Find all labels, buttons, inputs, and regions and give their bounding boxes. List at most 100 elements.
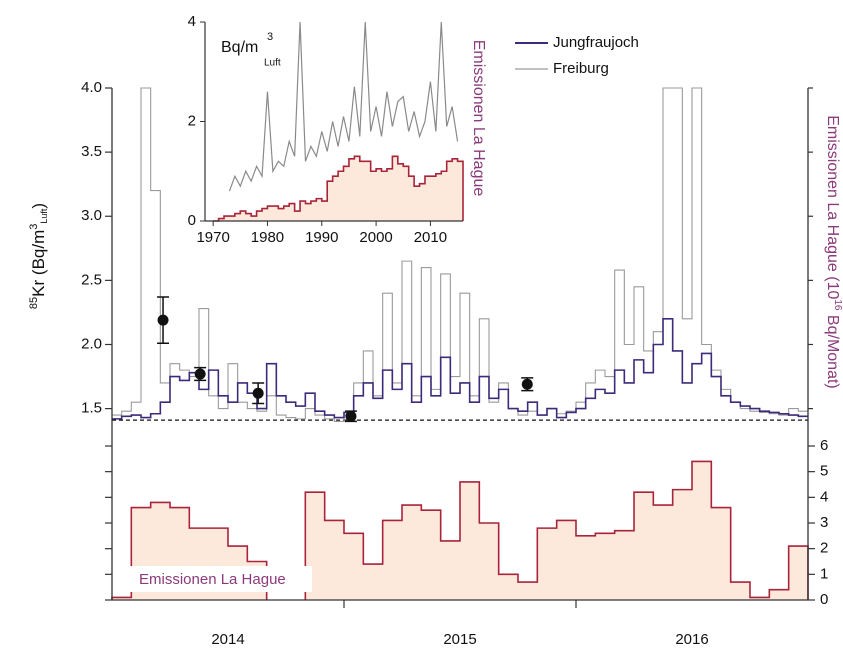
inset-emission-bar	[457, 161, 464, 221]
inset-emission-bar	[316, 198, 323, 221]
inset-emission-bar	[224, 216, 230, 221]
inset-emission-bar	[294, 211, 301, 221]
inset-emission-bar	[354, 156, 361, 221]
y-tick-label: 2.0	[81, 335, 102, 352]
inset-emission-bar	[283, 206, 290, 221]
y2-tick-label: 0	[820, 591, 828, 608]
inset-emission-bar	[289, 203, 295, 221]
inset-x-tick-label: 2010	[414, 229, 447, 246]
emission-bar	[788, 546, 809, 600]
y-tick-label: 1.5	[81, 400, 102, 417]
inset-y-tick-label: 4	[188, 13, 196, 30]
inset-emission-label: Emissionen La Hague	[470, 40, 487, 197]
data-point	[252, 387, 264, 399]
inset-x-tick-label: 2000	[359, 229, 392, 246]
emission-bar	[518, 582, 538, 600]
emission-bar	[750, 597, 770, 600]
emission-bar	[692, 461, 712, 600]
y2-tick-label: 2	[820, 540, 828, 557]
emission-bar	[112, 597, 132, 600]
emission-bar	[576, 535, 596, 600]
inset-emission-bar	[430, 176, 437, 221]
label-part: 3	[28, 224, 40, 230]
y2-tick-label: 4	[820, 488, 828, 505]
inset-emission-bar	[365, 161, 371, 221]
inset-emission-bar	[300, 201, 306, 221]
y2-tick-label: 5	[820, 463, 828, 480]
inset-emission-bar	[370, 171, 377, 221]
emission-bar	[614, 530, 635, 600]
inset-emission-bar	[381, 171, 388, 221]
emission-bar	[344, 533, 364, 600]
inset-emission-bar	[348, 158, 355, 221]
inset-x-tick-label: 1980	[251, 229, 284, 246]
emission-label: Emissionen La Hague	[139, 571, 286, 588]
inset-emission-bar	[229, 216, 236, 221]
inset-emission-bar	[414, 186, 420, 221]
inset-emission-bar	[262, 208, 268, 221]
inset-emission-bar	[403, 166, 409, 221]
inset-emission-bar	[310, 201, 317, 221]
y2-axis-label: Emissionen La Hague (1016 Bq/Monat)	[824, 115, 843, 389]
emission-bar	[537, 528, 557, 600]
label-part: Emissionen La Hague (10	[824, 115, 841, 299]
emission-bar	[363, 564, 383, 600]
inset-emission-bar	[327, 181, 333, 221]
inset-y-tick-label: 2	[188, 112, 196, 129]
kr-line	[112, 87, 808, 422]
label-part: Luft	[39, 208, 49, 224]
inset-emission-bar	[267, 206, 274, 221]
inset-emission-bar	[359, 161, 366, 221]
emission-bar	[653, 505, 673, 600]
emission-bar	[440, 540, 461, 600]
legend-label: Jungfraujoch	[553, 34, 639, 51]
y2-tick-label: 3	[820, 514, 828, 531]
emission-bar	[672, 489, 693, 600]
inset-x-tick-label: 1970	[196, 229, 229, 246]
emission-bar	[460, 481, 480, 600]
inset-emission-bar	[424, 176, 431, 221]
inset-emission-bar	[272, 206, 279, 221]
inset-emission-bar	[376, 168, 382, 221]
emission-bar	[479, 523, 499, 600]
inset-emission-bar	[251, 216, 257, 221]
inset-y-label: Bq/m	[221, 39, 258, 56]
label-box	[130, 566, 312, 592]
inset-emission-bar	[321, 201, 328, 221]
inset-emission-bar	[338, 171, 344, 221]
data-point	[345, 410, 357, 422]
label-part: 16	[832, 299, 843, 311]
inset-emission-bar	[218, 218, 225, 221]
y-tick-label: 2.5	[81, 271, 102, 288]
label-part: Bq/Monat)	[824, 310, 841, 388]
inset-emission-bar	[386, 168, 393, 221]
emission-line	[111, 460, 809, 600]
x-tick-label: 2016	[675, 631, 708, 648]
inset-emission-bar	[332, 176, 339, 221]
emission-bar	[498, 574, 519, 600]
kr-line	[112, 318, 808, 420]
inset-emission-bar	[392, 156, 399, 221]
y-tick-label: 3.0	[81, 207, 102, 224]
y-tick-label: 3.5	[81, 143, 102, 160]
inset-y-label-sup: 3	[267, 31, 273, 43]
x-tick-label: 2014	[211, 631, 244, 648]
inset-emission-bar	[245, 213, 252, 221]
y-tick-label: 4.0	[81, 79, 102, 96]
y2-tick-label: 1	[820, 565, 828, 582]
emission-bar	[634, 492, 654, 600]
inset-x-tick-label: 1990	[305, 229, 338, 246]
inset-emission-bar	[408, 176, 415, 221]
inset-emission-bar	[435, 173, 442, 221]
inset-y-label-sub: Luft	[264, 58, 281, 69]
inset-emission-bar	[256, 211, 263, 221]
emission-bar	[730, 582, 751, 600]
emission-bar	[421, 510, 441, 600]
emission-bar	[324, 520, 345, 600]
inset-emission-bar	[278, 208, 285, 221]
y-axis-label: 85Kr (Bq/m3Luft)	[28, 203, 49, 309]
emission-bar	[711, 507, 731, 600]
inset-emission-bar	[305, 203, 312, 221]
emission-bar	[402, 505, 422, 600]
